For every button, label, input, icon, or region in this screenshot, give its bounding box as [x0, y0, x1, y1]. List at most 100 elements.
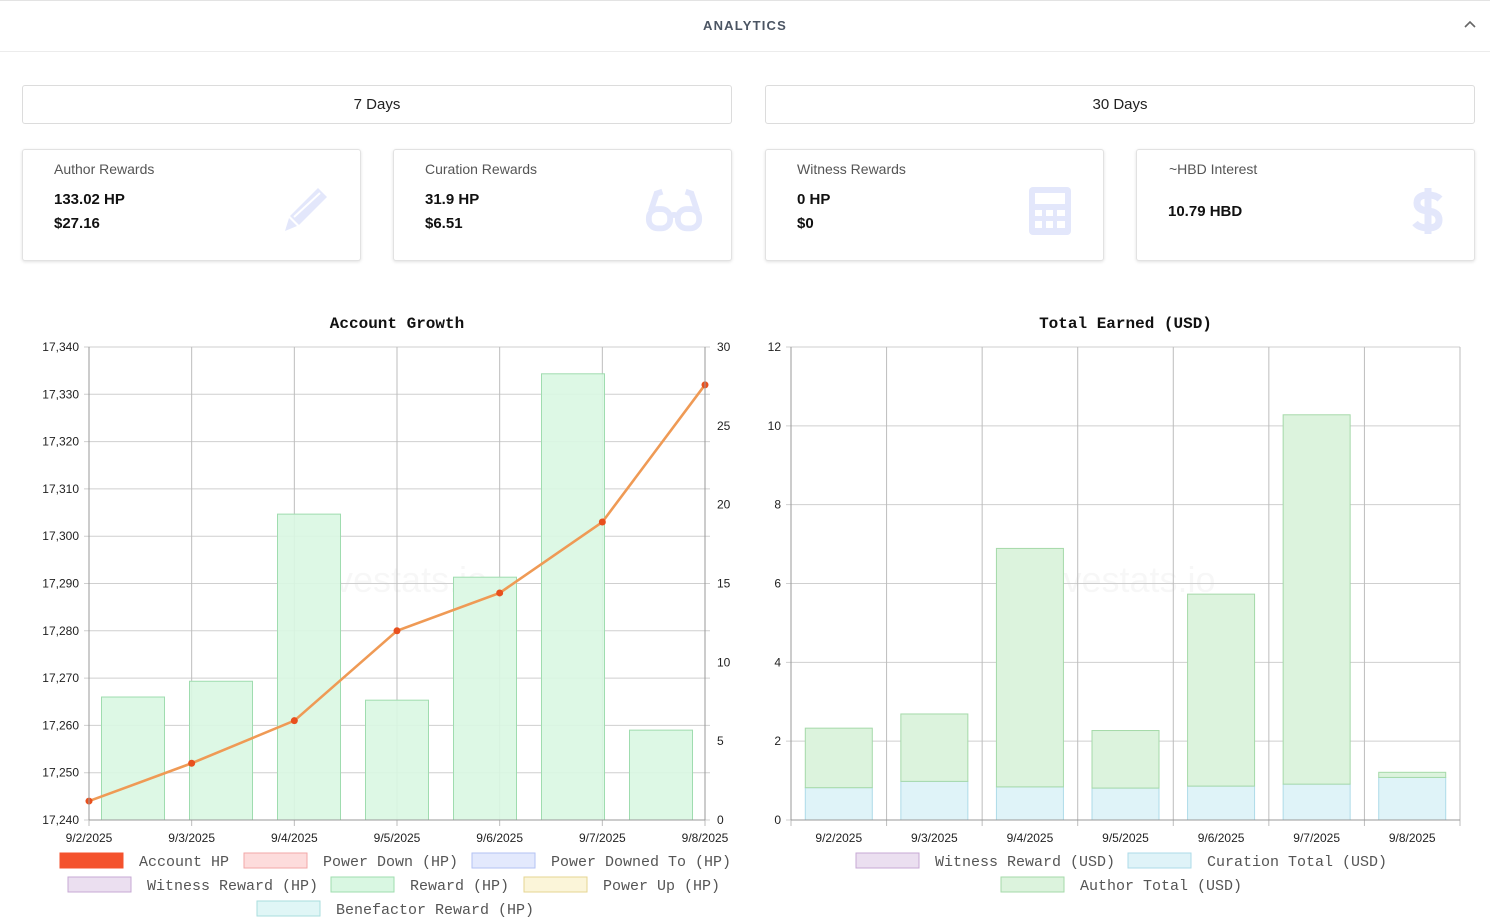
card-value-hp: 31.9 HP	[425, 191, 480, 208]
x-tick-label: 9/6/2025	[476, 831, 523, 845]
y-left-tick-label: 17,320	[42, 435, 79, 449]
section-title: ANALYTICS	[703, 18, 787, 33]
bar-segment	[1282, 783, 1351, 821]
y-left-tick-label: 17,310	[42, 482, 79, 496]
legend-label: Witness Reward (USD)	[935, 854, 1115, 871]
x-tick-label: 9/4/2025	[271, 831, 318, 845]
legend-label: Benefactor Reward (HP)	[336, 902, 534, 917]
legend-swatch	[67, 876, 132, 893]
legend-label: Author Total (USD)	[1080, 878, 1242, 895]
legend-label: Power Downed To (HP)	[551, 854, 731, 871]
bar-segment	[1378, 771, 1447, 778]
calculator-icon	[1029, 187, 1071, 235]
chart-title: Account Growth	[330, 315, 464, 333]
card-value-hp: 133.02 HP	[54, 191, 125, 208]
hbd-interest-card: ~HBD Interest 10.79 HBD	[1136, 149, 1475, 261]
x-tick-label: 9/5/2025	[374, 831, 421, 845]
y-left-tick-label: 17,290	[42, 577, 79, 591]
legend-swatch	[243, 852, 308, 869]
range-7-days-button[interactable]: 7 Days	[22, 85, 732, 124]
bar-reward-hp	[453, 576, 517, 821]
y-tick-label: 12	[768, 340, 782, 354]
y-tick-label: 10	[768, 419, 782, 433]
card-label: Curation Rewards	[425, 161, 538, 177]
card-label: ~HBD Interest	[1169, 161, 1258, 177]
x-tick-label: 9/5/2025	[1102, 831, 1149, 845]
bar-reward-hp	[541, 373, 605, 821]
y-left-tick-label: 17,250	[42, 766, 79, 780]
y-tick-label: 2	[774, 734, 781, 748]
y-right-tick-label: 5	[717, 734, 724, 748]
total-earned-svg: Total Earned (USD)hivestats.io0246810129…	[768, 315, 1461, 895]
witness-rewards-card: Witness Rewards 0 HP $0	[765, 149, 1104, 261]
bar-segment	[1187, 593, 1256, 787]
y-tick-label: 4	[774, 655, 781, 669]
bar-segment	[1091, 787, 1160, 821]
legend-label: Witness Reward (HP)	[147, 878, 318, 895]
card-label: Witness Rewards	[797, 161, 906, 177]
x-tick-label: 9/7/2025	[1293, 831, 1340, 845]
x-tick-label: 9/3/2025	[911, 831, 958, 845]
legend-label: Power Up (HP)	[603, 878, 720, 895]
chevron-up-icon[interactable]	[1462, 16, 1478, 32]
author-rewards-card: Author Rewards 133.02 HP $27.16	[22, 149, 361, 261]
account-growth-chart: Account Growth hivestats.io 17,240 17,250 17…	[0, 300, 745, 917]
legend-swatch	[523, 876, 588, 893]
y-left-tick-label: 17,280	[42, 624, 79, 638]
y-right-tick-label: 25	[717, 419, 731, 433]
bar-segment	[900, 780, 969, 821]
legend-swatch	[1127, 852, 1192, 869]
card-value-usd: $27.16	[54, 215, 100, 232]
legend-swatch	[855, 852, 920, 869]
legend-swatch	[471, 852, 536, 869]
y-right-tick-label: 20	[717, 498, 731, 512]
pencil-icon	[285, 188, 327, 231]
bar-reward-hp	[277, 513, 341, 821]
y-tick-label: 8	[774, 498, 781, 512]
y-left-tick-label: 17,300	[42, 529, 79, 543]
legend-swatch	[256, 900, 321, 917]
legend-swatch	[59, 852, 124, 869]
point-account-hp	[496, 589, 504, 597]
bar-segment	[1282, 414, 1351, 785]
card-value-usd: $6.51	[425, 215, 463, 232]
bar-segment	[804, 787, 873, 821]
x-tick-label: 9/6/2025	[1198, 831, 1245, 845]
bar-segment	[995, 786, 1064, 821]
y-right-tick-label: 10	[717, 655, 731, 669]
card-label: Author Rewards	[54, 161, 155, 177]
y-right-tick-label: 15	[717, 577, 731, 591]
point-account-hp	[188, 759, 196, 767]
y-tick-label: 6	[774, 577, 781, 591]
analytics-header[interactable]: ANALYTICS	[0, 0, 1490, 52]
card-value-hp: 0 HP	[797, 191, 831, 208]
point-account-hp	[393, 627, 401, 635]
bar-segment	[900, 713, 969, 782]
legend-swatch	[1000, 876, 1065, 893]
bar-reward-hp	[365, 699, 429, 821]
dollar-icon	[1412, 188, 1443, 234]
bar-reward-hp	[101, 696, 165, 821]
bar-segment	[1378, 776, 1447, 821]
legend-swatch	[330, 876, 395, 893]
range-30-days-button[interactable]: 30 Days	[765, 85, 1475, 124]
legend-label: Account HP	[139, 854, 229, 871]
y-left-tick-label: 17,270	[42, 671, 79, 685]
x-tick-label: 9/4/2025	[1007, 831, 1054, 845]
card-value-hbd: 10.79 HBD	[1168, 203, 1243, 220]
y-left-tick-label: 17,340	[42, 340, 79, 354]
y-left-tick-label: 17,260	[42, 718, 79, 732]
y-right-tick-label: 0	[717, 813, 724, 827]
bar-reward-hp	[629, 729, 693, 821]
x-tick-label: 9/2/2025	[66, 831, 113, 845]
total-earned-chart: Total Earned (USD) hivestats.io 0 2 4 6 8 10 12 9…	[745, 300, 1490, 917]
x-tick-label: 9/2/2025	[815, 831, 862, 845]
legend-label: Curation Total (USD)	[1207, 854, 1387, 871]
account-growth-svg: Account Growthhivestats.io17,24017,25017…	[42, 315, 731, 917]
bar-segment	[1187, 785, 1256, 821]
y-right-tick-label: 30	[717, 340, 731, 354]
x-tick-label: 9/7/2025	[579, 831, 626, 845]
chart-title: Total Earned (USD)	[1039, 315, 1212, 333]
x-tick-label: 9/8/2025	[1389, 831, 1436, 845]
point-account-hp	[290, 717, 298, 725]
